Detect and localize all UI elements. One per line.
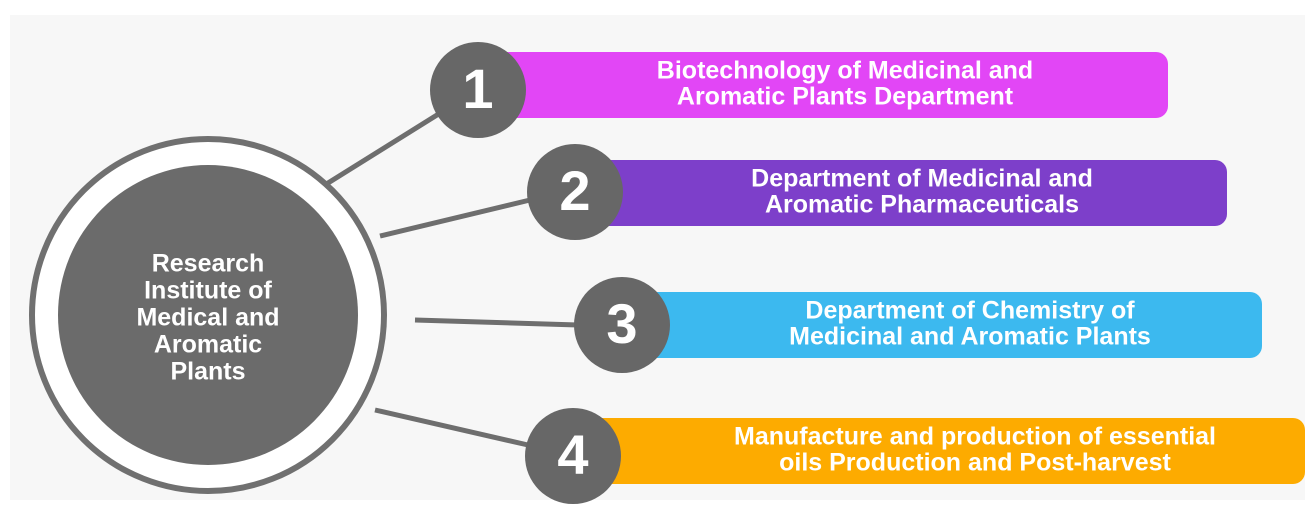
item-number: 4 [557, 423, 588, 486]
connectors [318, 107, 579, 448]
number-circle [574, 277, 670, 373]
connector [374, 407, 529, 448]
center-label: Plants [170, 358, 245, 386]
item-number: 2 [559, 159, 590, 222]
item-number: 3 [606, 292, 637, 355]
item-label: Department of Chemistry of [805, 297, 1135, 325]
item-label: Manufacture and production of essential [734, 423, 1216, 451]
item-label: Aromatic Pharmaceuticals [765, 191, 1079, 219]
item-bar [590, 160, 1227, 226]
center-circle [58, 165, 358, 465]
number-circle [430, 42, 526, 138]
item-number: 1 [462, 57, 493, 120]
center-label: Aromatic [154, 331, 262, 359]
item-label: Biotechnology of Medicinal and [657, 57, 1033, 85]
number-circle [525, 408, 621, 504]
number-circle [527, 144, 623, 240]
item-bar [590, 418, 1305, 484]
connector [379, 197, 531, 239]
item-bar [490, 52, 1168, 118]
center-label: Institute of [144, 277, 272, 305]
item-bar [640, 292, 1262, 358]
item-label: Aromatic Plants Department [677, 83, 1014, 111]
center-label: Medical and [136, 304, 279, 332]
connector [318, 107, 447, 191]
item-label: Department of Medicinal and [751, 165, 1093, 193]
item-label: Medicinal and Aromatic Plants [789, 323, 1151, 351]
item-label: oils Production and Post-harvest [779, 449, 1171, 477]
center-label: Research [152, 250, 265, 278]
connector [414, 317, 579, 328]
